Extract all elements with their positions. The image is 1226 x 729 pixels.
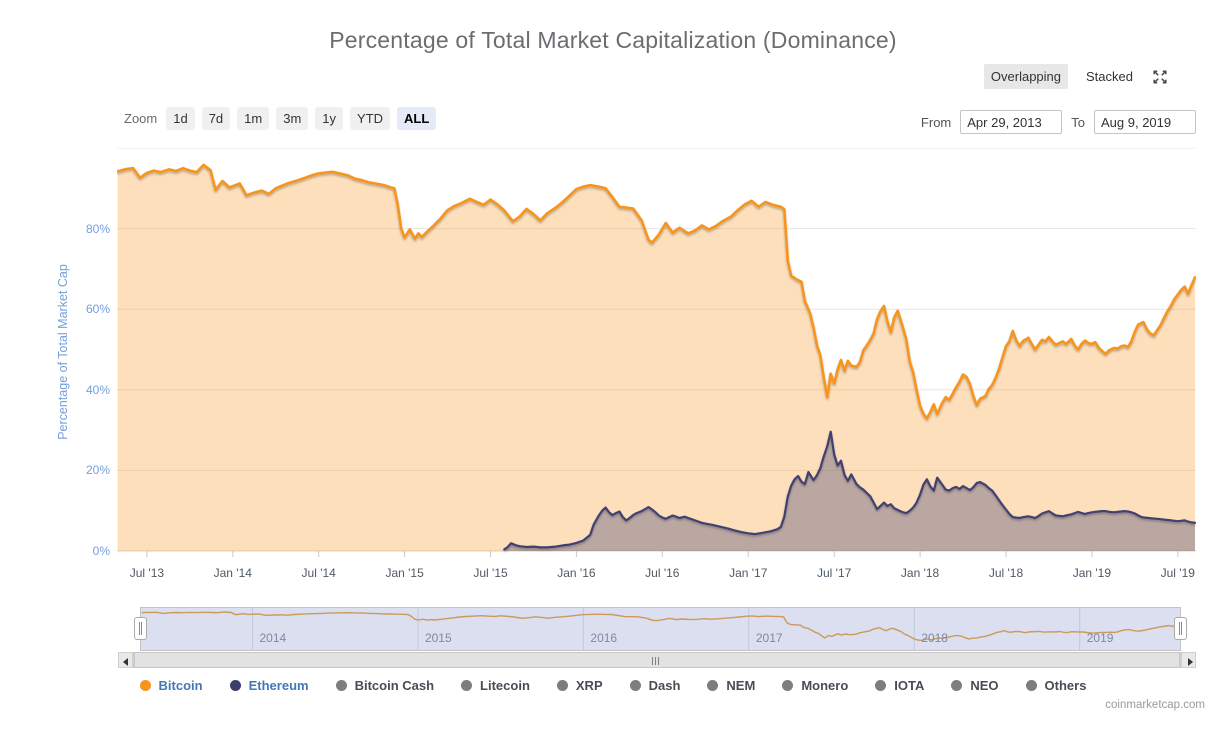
navigator-right-handle[interactable] [1174, 617, 1187, 640]
zoom-button-1m[interactable]: 1m [237, 107, 270, 130]
zoom-button-ytd[interactable]: YTD [350, 107, 391, 130]
dominance-plot-svg[interactable] [116, 147, 1197, 559]
legend-label: Monero [801, 678, 849, 693]
x-axis-label: Jul '14 [301, 566, 336, 580]
scrollbar[interactable] [118, 652, 1196, 668]
legend-item-iota[interactable]: IOTA [875, 678, 924, 693]
legend-label: Others [1044, 678, 1087, 693]
legend: Bitcoin Ethereum Bitcoin Cash Litecoin XRP Da… [0, 678, 1226, 693]
legend-item-others[interactable]: Others [1025, 678, 1087, 693]
legend-item-ethereum[interactable]: Ethereum [229, 678, 309, 693]
legend-label: NEO [970, 678, 999, 693]
x-axis-label: Jul '15 [473, 566, 508, 580]
legend-label: Dash [648, 678, 681, 693]
legend-item-xrp[interactable]: XRP [556, 678, 603, 693]
mode-toggle-stacked[interactable]: Stacked [1086, 69, 1133, 84]
navigator-left-handle[interactable] [134, 617, 147, 640]
navigator-year-label: 2016 [590, 631, 618, 645]
navigator-year-label: 2017 [755, 631, 783, 645]
x-axis-label: Jul '17 [817, 566, 852, 580]
x-axis-label: Jul '18 [988, 566, 1024, 580]
legend-label: IOTA [894, 678, 925, 693]
zoom-label: Zoom [124, 111, 158, 126]
to-label: To [1071, 114, 1085, 130]
page-title: Percentage of Total Market Capitalizatio… [329, 27, 897, 53]
legend-item-bitcoin[interactable]: Bitcoin [139, 678, 203, 693]
date-range-controls: From To [921, 110, 1196, 134]
navigator-year-label: 2015 [424, 631, 452, 645]
legend-dot-icon [139, 680, 151, 691]
x-axis-label: Jul '16 [645, 566, 680, 580]
legend-label: Litecoin [480, 678, 530, 693]
zoom-controls: Zoom 1d 7d 1m 3m 1y YTD ALL [124, 107, 443, 130]
legend-dot-icon [629, 680, 641, 691]
legend-item-bitcoin-cash[interactable]: Bitcoin Cash [335, 678, 435, 693]
x-axis-label: Jan '16 [557, 566, 596, 580]
legend-item-litecoin[interactable]: Litecoin [461, 678, 530, 693]
legend-item-neo[interactable]: NEO [951, 678, 999, 693]
mode-toggle-group: Overlapping Stacked [983, 64, 1194, 89]
menu-icon[interactable] [1179, 68, 1194, 85]
x-axis-label: Jul '19 [1160, 566, 1195, 580]
legend-dot-icon [951, 680, 963, 691]
zoom-button-all[interactable]: ALL [397, 107, 437, 130]
legend-item-dash[interactable]: Dash [629, 678, 681, 693]
from-date-input[interactable] [960, 110, 1063, 134]
x-axis-label: Jan '14 [213, 566, 252, 580]
legend-dot-icon [461, 680, 473, 691]
legend-dot-icon [1025, 680, 1037, 691]
plot-area[interactable] [116, 147, 1197, 559]
zoom-button-3m[interactable]: 3m [276, 107, 309, 130]
y-axis-label: 60% [85, 302, 110, 317]
legend-dot-icon [707, 680, 719, 691]
zoom-button-1y[interactable]: 1y [315, 107, 344, 130]
x-axis-label: Jan '17 [729, 566, 768, 580]
legend-label: Bitcoin [158, 678, 203, 693]
navigator-year-label: 2014 [259, 631, 287, 645]
legend-label: NEM [726, 678, 756, 693]
navigator-year-label: 2018 [921, 631, 948, 645]
x-axis-label: Jul '13 [129, 566, 165, 580]
legend-dot-icon [875, 680, 887, 691]
y-axis-label: 0% [92, 544, 110, 558]
legend-dot-icon [229, 680, 241, 691]
y-axis-label: 80% [85, 221, 110, 236]
legend-dot-icon [335, 680, 347, 691]
zoom-buttons: 1d 7d 1m 3m 1y YTD ALL [166, 107, 443, 130]
legend-dot-icon [556, 680, 568, 691]
zoom-button-1d[interactable]: 1d [166, 107, 195, 130]
x-axis-label: Jan '18 [900, 566, 940, 580]
legend-item-nem[interactable]: NEM [707, 678, 755, 693]
scrollbar-left-arrow[interactable] [118, 652, 133, 668]
navigator-svg[interactable] [141, 608, 1180, 650]
navigator-year-label: 2019 [1086, 631, 1114, 645]
y-axis-label: 20% [85, 463, 110, 478]
zoom-button-7d[interactable]: 7d [201, 107, 231, 130]
scrollbar-right-arrow[interactable] [1181, 652, 1196, 668]
x-axis-label: Jan '19 [1072, 566, 1112, 580]
y-axis-label: 40% [85, 382, 110, 397]
expand-icon[interactable] [1151, 68, 1168, 85]
legend-item-monero[interactable]: Monero [782, 678, 848, 693]
scrollbar-thumb[interactable] [134, 652, 1180, 668]
x-axis-label: Jan '15 [385, 566, 424, 580]
mode-toggle-overlapping[interactable]: Overlapping [983, 64, 1069, 89]
legend-label: Ethereum [248, 678, 309, 693]
to-date-input[interactable] [1094, 110, 1196, 134]
scrollbar-grip-icon [652, 657, 659, 665]
from-label: From [920, 114, 952, 130]
watermark: coinmarketcap.com [1105, 699, 1205, 711]
legend-dot-icon [782, 680, 794, 691]
legend-label: Bitcoin Cash [354, 678, 435, 693]
legend-label: XRP [575, 678, 603, 693]
navigator[interactable] [140, 607, 1181, 651]
